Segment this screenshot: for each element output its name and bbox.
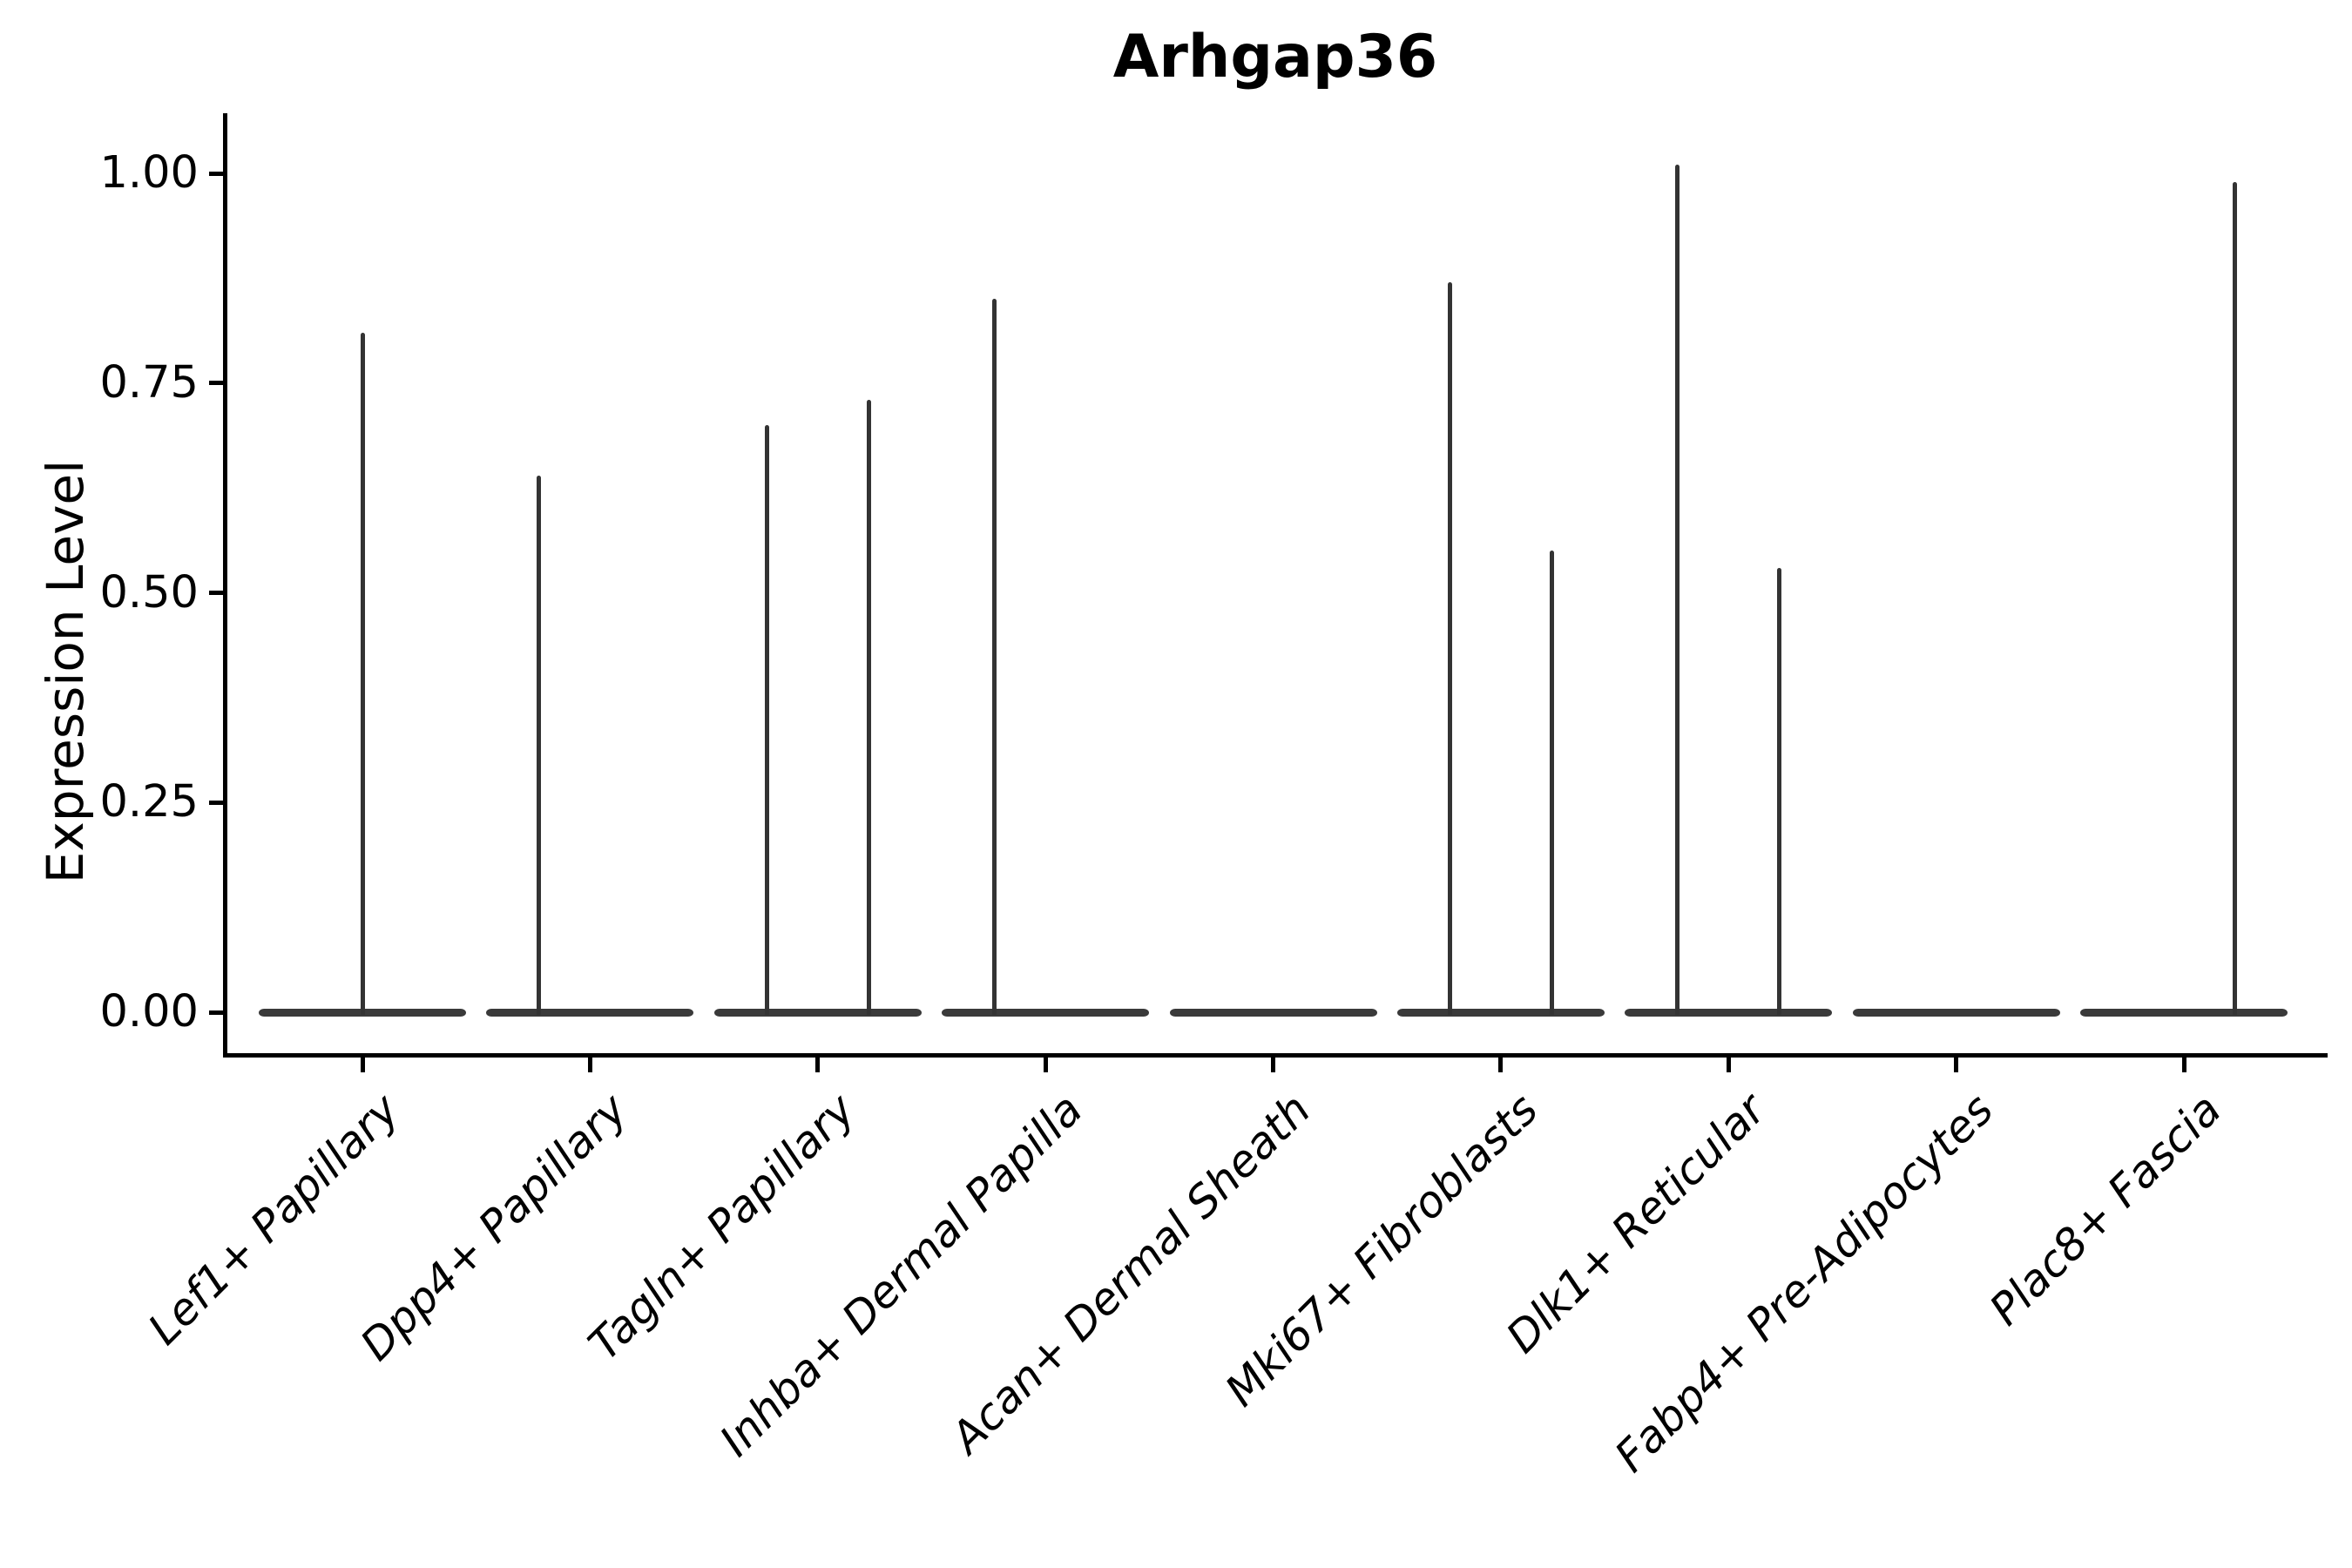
chart-title: Arhgap36: [1112, 23, 1438, 91]
y-axis-spine: [223, 113, 227, 1058]
y-tick: [209, 381, 223, 386]
violin-base: [486, 1008, 694, 1017]
violin-base: [942, 1008, 1150, 1017]
x-tick: [815, 1058, 821, 1072]
y-tick-label: 0.25: [99, 776, 199, 828]
violin-base: [1396, 1008, 1605, 1017]
violin-spike: [764, 424, 769, 1015]
violin-base: [1852, 1008, 2060, 1017]
y-tick: [209, 1010, 223, 1015]
x-tick-label: Plac8+ Fascia: [1979, 1084, 2231, 1335]
y-tick-label: 0.75: [99, 356, 199, 409]
x-tick: [1043, 1058, 1048, 1072]
x-tick-label: Inhba+ Dermal Papilla: [710, 1084, 1092, 1467]
x-tick: [587, 1058, 592, 1072]
x-tick: [360, 1058, 365, 1072]
violin-base: [1169, 1008, 1377, 1017]
x-tick-label: Fabp4+ Pre-Adipocytes: [1605, 1084, 2004, 1483]
violin-spike: [360, 332, 365, 1015]
violin-base: [713, 1008, 922, 1017]
x-tick: [1271, 1058, 1275, 1072]
y-tick-label: 1.00: [99, 147, 199, 199]
violin-spike: [1549, 551, 1554, 1015]
violin-base: [1625, 1008, 1833, 1017]
violin-spike: [2233, 181, 2237, 1015]
x-tick: [2181, 1058, 2186, 1072]
y-tick: [209, 171, 223, 176]
x-tick: [1954, 1058, 1959, 1072]
violin-spike: [1675, 165, 1680, 1015]
violin-spike: [1777, 567, 1782, 1015]
y-tick: [209, 591, 223, 595]
x-axis-spine: [223, 1053, 2328, 1058]
x-tick-label: Lef1+ Papillary: [139, 1084, 409, 1355]
x-tick: [1498, 1058, 1504, 1072]
y-tick-label: 0.00: [99, 986, 199, 1037]
y-tick-label: 0.50: [99, 566, 199, 618]
violin-spike: [866, 400, 871, 1015]
y-axis-label: Expression Level: [36, 459, 95, 884]
violin-base: [2080, 1008, 2288, 1017]
x-tick: [1726, 1058, 1731, 1072]
y-tick: [209, 800, 223, 805]
violin-spike: [1447, 282, 1452, 1015]
violin-spike: [537, 475, 542, 1015]
violin-spike: [992, 299, 997, 1015]
